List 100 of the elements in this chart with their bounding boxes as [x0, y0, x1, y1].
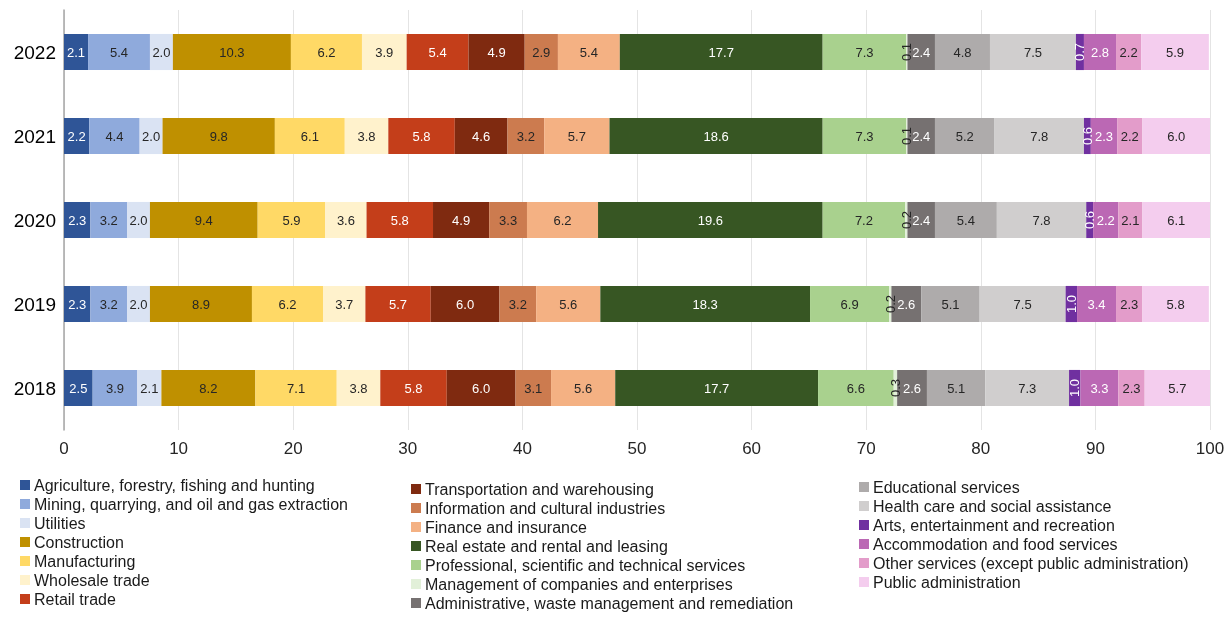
legend-label: Other services (except public administration) — [873, 554, 1189, 572]
bar — [1083, 33, 1117, 71]
data-label: 0.6 — [1082, 210, 1098, 230]
data-label: 4.8 — [953, 44, 972, 60]
bar — [139, 117, 163, 155]
legend-label: Management of companies and enterprises — [425, 575, 733, 593]
data-label: 2.9 — [532, 44, 551, 60]
bar — [600, 285, 811, 323]
bar — [1117, 117, 1143, 155]
bar — [934, 201, 997, 239]
bar — [361, 33, 407, 71]
bar — [149, 285, 252, 323]
bar — [64, 369, 93, 407]
data-label: 2.2 — [1120, 128, 1139, 144]
data-label: 7.3 — [1018, 380, 1037, 396]
x-tick-label: 60 — [742, 439, 762, 458]
data-label: 2.2 — [67, 128, 86, 144]
data-label: 2.1 — [66, 44, 86, 60]
legend-label: Accommodation and food services — [873, 535, 1118, 553]
bar — [161, 369, 256, 407]
data-label: 2.3 — [68, 212, 87, 228]
data-label: 7.2 — [854, 212, 873, 228]
bar — [557, 33, 620, 71]
data-label: 7.3 — [855, 44, 874, 60]
data-label: 2.3 — [1120, 296, 1139, 312]
data-label: 5.7 — [389, 296, 408, 312]
bar — [88, 33, 150, 71]
data-label: 5.8 — [404, 380, 423, 396]
data-label: 3.2 — [99, 212, 118, 228]
legend-label: Administrative, waste management and remediation — [425, 594, 794, 612]
bar — [290, 33, 362, 71]
data-label: 6.0 — [456, 296, 475, 312]
data-label: 0.2 — [882, 294, 898, 314]
legend-label: Mining, quarrying, and oil and gas extraction — [34, 495, 348, 513]
data-label: 0.2 — [898, 210, 914, 230]
bar — [446, 369, 516, 407]
x-tick-label: 10 — [169, 439, 189, 458]
data-label: 7.8 — [1030, 128, 1049, 144]
bar — [1077, 285, 1117, 323]
bar — [526, 201, 599, 239]
legend-label: Agriculture, forestry, fishing and hunting — [34, 476, 315, 494]
data-label: 3.2 — [99, 296, 118, 312]
y-tick-label: 2018 — [13, 377, 56, 399]
data-label: 4.9 — [452, 212, 471, 228]
data-label: 2.6 — [897, 296, 916, 312]
y-tick-label: 2021 — [13, 125, 56, 147]
x-tick-label: 0 — [59, 439, 69, 458]
bar — [380, 369, 447, 407]
data-label: 3.6 — [336, 212, 355, 228]
bar — [989, 33, 1076, 71]
data-label: 18.3 — [692, 296, 718, 312]
data-label: 2.1 — [140, 380, 159, 396]
legend-label: Arts, entertainment and recreation — [873, 516, 1115, 534]
x-tick-label: 100 — [1195, 439, 1225, 458]
bar — [162, 117, 275, 155]
data-label: 3.2 — [516, 128, 535, 144]
bar — [1118, 369, 1145, 407]
x-tick-label: 40 — [512, 439, 532, 458]
legend-label: Real estate and rental and leasing — [425, 537, 668, 555]
data-label: 5.8 — [1166, 296, 1185, 312]
data-label: 2.2 — [1096, 212, 1115, 228]
data-label: 2.6 — [903, 380, 922, 396]
bar — [544, 117, 610, 155]
data-label: 2.0 — [129, 296, 148, 312]
data-label: 3.7 — [335, 296, 354, 312]
data-label: 5.4 — [956, 212, 975, 228]
bar — [366, 201, 434, 239]
bar — [598, 201, 823, 239]
bar — [994, 117, 1084, 155]
data-label: 5.9 — [282, 212, 301, 228]
bar — [996, 201, 1087, 239]
data-label: 4.9 — [487, 44, 506, 60]
bar — [985, 369, 1070, 407]
data-label: 3.8 — [357, 128, 376, 144]
bar — [257, 201, 326, 239]
data-label: 7.1 — [287, 380, 306, 396]
data-label: 6.2 — [553, 212, 572, 228]
data-label: 2.1 — [1121, 212, 1140, 228]
bar — [323, 285, 366, 323]
legend-label: Construction — [34, 533, 124, 551]
bar — [325, 201, 367, 239]
data-label: 5.8 — [390, 212, 409, 228]
bar — [137, 369, 162, 407]
bar — [149, 33, 173, 71]
data-label: 10.3 — [219, 44, 245, 60]
data-label: 2.3 — [1122, 380, 1141, 396]
bar — [1080, 369, 1119, 407]
bar — [515, 369, 552, 407]
bar — [934, 33, 990, 71]
data-label: 3.2 — [508, 296, 527, 312]
bar — [274, 117, 345, 155]
data-label: 2.8 — [1090, 44, 1110, 60]
bar — [255, 369, 337, 407]
bar — [64, 33, 89, 71]
legend-label: Manufacturing — [34, 552, 136, 570]
data-label: 5.2 — [955, 128, 974, 144]
data-label: 6.1 — [1167, 212, 1186, 228]
bar — [344, 117, 389, 155]
data-label: 5.4 — [109, 44, 129, 60]
legend-label: Utilities — [34, 514, 86, 532]
